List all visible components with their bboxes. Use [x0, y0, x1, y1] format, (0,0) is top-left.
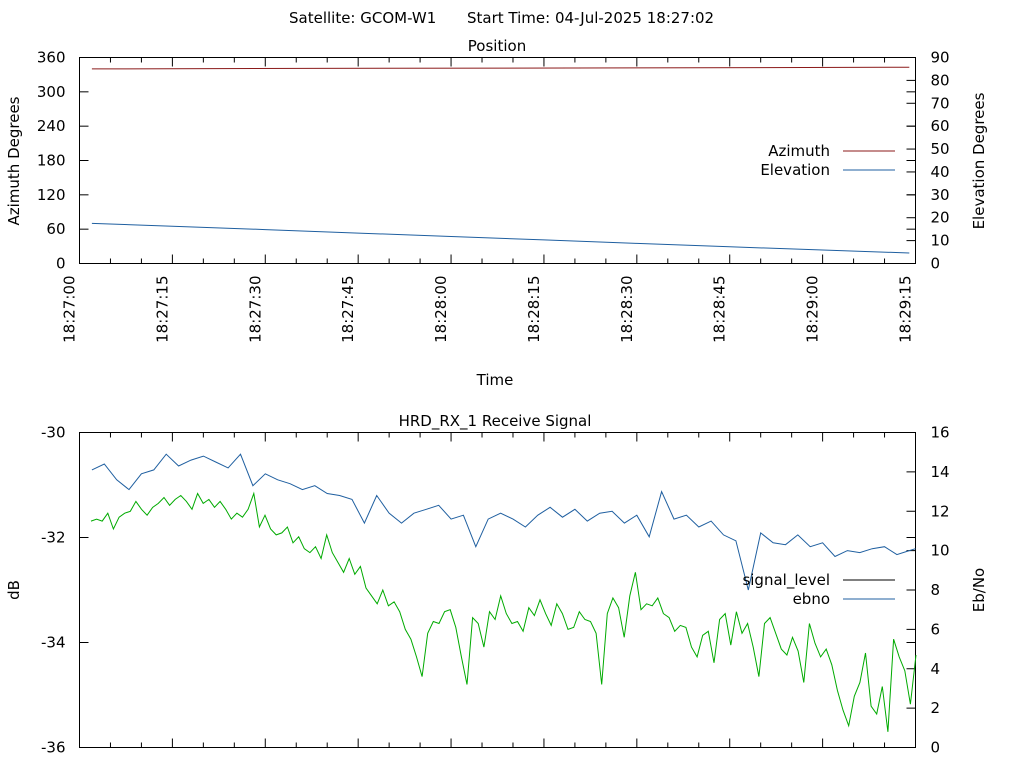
receive-signal-y2-tick-label: 10	[931, 542, 950, 560]
position-y-tick-label: 60	[46, 220, 65, 238]
position-y2-tick-label: 70	[931, 94, 950, 112]
position-y-tick-label: 120	[37, 186, 66, 204]
receive-signal-y2-tick-label: 16	[931, 424, 950, 442]
position-y2-tick-label: 50	[931, 140, 950, 158]
receive-signal-plot-frame	[79, 432, 916, 748]
receive-signal-series	[90, 453, 917, 732]
position-x-tick-label: 18:29:00	[804, 276, 822, 343]
series-line-elevation	[91, 222, 910, 254]
position-y2-label: Elevation Degrees	[970, 92, 988, 229]
position-y-ticks: 0 60 120 180 240 300 360	[37, 49, 916, 273]
receive-signal-y-tick-label: -36	[41, 739, 66, 757]
position-y-tick-label: 300	[37, 83, 66, 101]
position-y-tick-label: 240	[37, 117, 66, 135]
position-y-tick-label: 0	[56, 255, 66, 273]
receive-signal-y2-label: Eb/No	[970, 568, 988, 612]
position-x-tick-label: 18:27:45	[339, 276, 357, 343]
header-start-time: Start Time: 04-Jul-2025 18:27:02	[467, 9, 714, 27]
position-x-tick-label: 18:28:30	[618, 276, 636, 343]
receive-signal-y2-ticks: 0 2 4 6 8 10 12 14 16	[906, 424, 950, 757]
position-x-tick-label: 18:28:00	[432, 276, 450, 343]
position-y-tick-label: 180	[37, 152, 66, 170]
legend-azimuth-label: Azimuth	[768, 142, 830, 160]
receive-signal-title: HRD_RX_1 Receive Signal	[399, 412, 592, 431]
receive-signal-y2-tick-label: 14	[931, 463, 950, 481]
position-y2-tick-label: 40	[931, 163, 950, 181]
position-y2-tick-label: 60	[931, 117, 950, 135]
receive-signal-y-ticks: -36 -34 -32 -30	[41, 424, 916, 757]
receive-signal-y-label: dB	[5, 580, 23, 600]
position-x-tick-label: 18:27:30	[246, 276, 264, 343]
receive-signal-chart: HRD_RX_1 Receive Signal -36 -34 -32 -30 0 2 4…	[5, 412, 988, 757]
position-x-tick-label: 18:28:45	[711, 276, 729, 343]
position-x-tick-label: 18:29:15	[897, 276, 915, 343]
legend-elevation-label: Elevation	[760, 161, 830, 179]
position-x-ticks: 18:27:00 18:27:15 18:27:30 18:27:45 18:28:00…	[61, 57, 916, 343]
receive-signal-y2-tick-label: 2	[931, 699, 941, 717]
receive-signal-y-tick-label: -32	[41, 529, 66, 547]
position-y2-tick-label: 90	[931, 49, 950, 67]
receive-signal-x-ticks	[79, 432, 916, 748]
header-satellite: Satellite: GCOM-W1	[289, 9, 436, 27]
series-line-ebno	[91, 453, 916, 591]
position-series	[91, 66, 910, 254]
receive-signal-y2-tick-label: 12	[931, 502, 950, 520]
receive-signal-legend: signal_level ebno	[742, 571, 895, 608]
position-x-tick-label: 18:27:15	[153, 276, 171, 343]
position-y-label: Azimuth Degrees	[5, 96, 23, 225]
position-y2-tick-label: 30	[931, 186, 950, 204]
receive-signal-y-tick-label: -34	[41, 634, 66, 652]
series-line-green-trace	[90, 491, 917, 732]
position-x-tick-label: 18:28:15	[525, 276, 543, 343]
position-y-tick-label: 360	[37, 49, 66, 67]
legend-signal-level-label: signal_level	[742, 571, 830, 590]
position-y2-tick-label: 20	[931, 209, 950, 227]
receive-signal-y2-tick-label: 6	[931, 620, 941, 638]
position-chart: Position 0 60 120 180 240 300 360 0 10 20 30 40 50 6…	[5, 37, 988, 389]
legend-ebno-label: ebno	[793, 590, 830, 608]
series-line-azimuth	[91, 66, 910, 70]
position-y2-tick-label: 0	[931, 255, 941, 273]
receive-signal-y2-tick-label: 4	[931, 660, 941, 678]
receive-signal-y-tick-label: -30	[41, 424, 66, 442]
position-y2-ticks: 0 10 20 30 40 50 60 70 80 90	[906, 49, 950, 273]
position-y2-tick-label: 10	[931, 232, 950, 250]
receive-signal-y2-tick-label: 0	[931, 739, 941, 757]
position-legend: Azimuth Elevation	[760, 142, 895, 179]
position-y2-tick-label: 80	[931, 71, 950, 89]
position-x-label: Time	[476, 371, 514, 389]
position-chart-title: Position	[468, 37, 526, 55]
receive-signal-y2-tick-label: 8	[931, 581, 941, 599]
position-x-tick-label: 18:27:00	[61, 276, 79, 343]
